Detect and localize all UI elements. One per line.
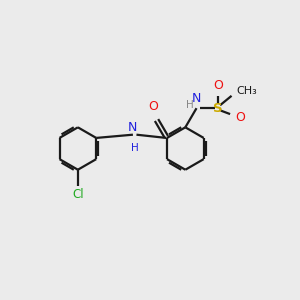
Text: H: H [186,100,194,110]
Text: O: O [213,79,223,92]
Text: Cl: Cl [72,188,84,201]
Text: O: O [236,111,245,124]
Text: CH₃: CH₃ [237,86,258,96]
Text: H: H [130,143,138,153]
Text: O: O [148,100,158,113]
Text: N: N [128,121,138,134]
Text: N: N [192,92,201,105]
Text: S: S [213,102,223,115]
